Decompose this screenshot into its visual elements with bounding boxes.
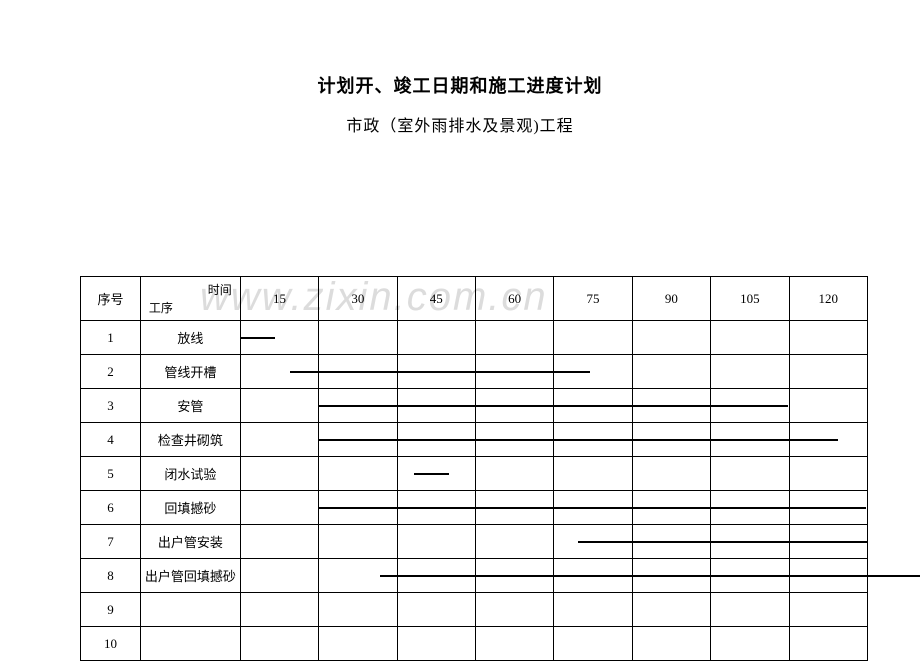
cell	[240, 423, 318, 457]
header-time-2: 45	[397, 277, 475, 321]
row-name: 放线	[140, 321, 240, 355]
header-time-4: 75	[554, 277, 632, 321]
row-name: 安管	[140, 389, 240, 423]
cell	[475, 593, 553, 627]
cell	[554, 593, 632, 627]
gantt-bar	[318, 439, 838, 441]
table-header-row: 序号 时间 工序 15 30 45 60 75 90 105 120	[81, 277, 868, 321]
cell	[240, 627, 318, 661]
cell	[632, 457, 710, 491]
row-name: 回填撼砂	[140, 491, 240, 525]
cell	[789, 389, 867, 423]
cell	[240, 457, 318, 491]
header-time-0: 15	[240, 277, 318, 321]
row-name: 检查井砌筑	[140, 423, 240, 457]
cell	[475, 525, 553, 559]
row-name: 出户管回填撼砂	[140, 559, 240, 593]
cell	[319, 457, 397, 491]
cell	[240, 559, 318, 593]
cell	[789, 457, 867, 491]
header-time-3: 60	[475, 277, 553, 321]
cell	[632, 321, 710, 355]
row-seq: 8	[81, 559, 141, 593]
page-subtitle: 市政（室外雨排水及景观)工程	[0, 98, 920, 136]
row-seq: 4	[81, 423, 141, 457]
header-time-7: 120	[789, 277, 867, 321]
header-time-5: 90	[632, 277, 710, 321]
cell	[319, 525, 397, 559]
row-seq: 5	[81, 457, 141, 491]
gantt-bar	[240, 337, 275, 339]
cell	[632, 627, 710, 661]
page-title: 计划开、竣工日期和施工进度计划	[0, 0, 920, 98]
cell	[711, 321, 789, 355]
cell	[319, 593, 397, 627]
cell	[632, 355, 710, 389]
gantt-bar	[318, 405, 788, 407]
cell	[789, 627, 867, 661]
gantt-table-container: 序号 时间 工序 15 30 45 60 75 90 105 120 1 放线 …	[80, 276, 868, 661]
cell	[475, 321, 553, 355]
table-row: 10	[81, 627, 868, 661]
header-time-label: 时间	[208, 281, 232, 298]
cell	[397, 525, 475, 559]
cell	[554, 457, 632, 491]
cell	[789, 355, 867, 389]
header-proc-label: 工序	[149, 299, 173, 316]
cell	[319, 321, 397, 355]
cell	[554, 321, 632, 355]
cell	[319, 627, 397, 661]
gantt-bar	[578, 541, 868, 543]
cell	[475, 457, 553, 491]
row-seq: 6	[81, 491, 141, 525]
row-name: 闭水试验	[140, 457, 240, 491]
cell	[632, 593, 710, 627]
row-name	[140, 627, 240, 661]
row-seq: 3	[81, 389, 141, 423]
table-row: 1 放线	[81, 321, 868, 355]
cell	[240, 389, 318, 423]
cell	[397, 627, 475, 661]
row-name: 管线开槽	[140, 355, 240, 389]
gantt-bar	[414, 473, 449, 475]
cell	[397, 593, 475, 627]
row-seq: 10	[81, 627, 141, 661]
cell	[711, 355, 789, 389]
table-row: 9	[81, 593, 868, 627]
gantt-bar	[318, 507, 866, 509]
cell	[789, 321, 867, 355]
cell	[711, 457, 789, 491]
cell	[789, 593, 867, 627]
cell	[240, 525, 318, 559]
header-diagonal: 时间 工序	[140, 277, 240, 321]
cell	[240, 491, 318, 525]
cell	[711, 627, 789, 661]
gantt-bar	[380, 575, 920, 577]
cell	[475, 627, 553, 661]
header-seq: 序号	[81, 277, 141, 321]
row-seq: 7	[81, 525, 141, 559]
cell	[554, 627, 632, 661]
cell	[240, 593, 318, 627]
gantt-bar	[290, 371, 590, 373]
header-time-1: 30	[319, 277, 397, 321]
row-seq: 2	[81, 355, 141, 389]
header-time-6: 105	[711, 277, 789, 321]
gantt-table: 序号 时间 工序 15 30 45 60 75 90 105 120 1 放线 …	[80, 276, 868, 661]
table-row: 5 闭水试验	[81, 457, 868, 491]
row-seq: 9	[81, 593, 141, 627]
cell	[711, 593, 789, 627]
row-name: 出户管安装	[140, 525, 240, 559]
cell	[397, 321, 475, 355]
row-name	[140, 593, 240, 627]
row-seq: 1	[81, 321, 141, 355]
